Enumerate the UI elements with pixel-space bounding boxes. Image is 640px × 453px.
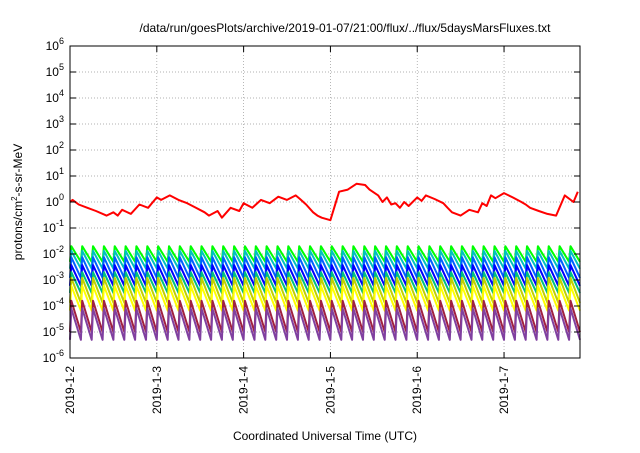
y-tick-label-exp: 1: [59, 166, 64, 176]
series-line-9: [69, 307, 581, 341]
x-tick-label: 2019-1-7: [497, 366, 511, 414]
x-tick-label: 2019-1-3: [150, 366, 164, 414]
y-tick-label-exp: 4: [59, 88, 64, 98]
y-tick-label-exp: -1: [56, 218, 64, 228]
y-tick-label-base: 10: [46, 91, 60, 105]
y-tick-label-base: 10: [46, 117, 60, 131]
y-tick-label-base: 10: [46, 169, 60, 183]
y-axis-label-sup: 2: [10, 196, 19, 201]
y-tick-label: 106: [46, 36, 64, 53]
grid-lines: [70, 46, 580, 358]
y-tick-label-exp: -2: [56, 244, 64, 254]
y-tick-label-exp: 0: [59, 192, 64, 202]
y-tick-label-exp: -6: [56, 348, 64, 358]
y-axis-label-base: protons/cm: [11, 201, 25, 260]
y-tick-label-base: 10: [43, 351, 57, 365]
series-line-0: [69, 182, 579, 222]
y-tick-label-base: 10: [46, 65, 60, 79]
y-tick-label: 10-2: [43, 244, 64, 261]
y-tick-label: 10-1: [43, 218, 64, 235]
y-axis-label: protons/cm2-s-sr-MeV: [10, 144, 25, 260]
y-tick-label: 104: [46, 88, 64, 105]
y-tick-label-exp: -4: [56, 296, 64, 306]
x-tick-label: 2019-1-6: [410, 366, 424, 414]
y-tick-label: 100: [46, 192, 64, 209]
y-tick-label-base: 10: [46, 39, 60, 53]
y-tick-label-base: 10: [43, 247, 57, 261]
chart-title: /data/run/goesPlots/archive/2019-01-07/2…: [140, 21, 552, 35]
x-tick-label: 2019-1-4: [237, 366, 251, 414]
y-tick-label-base: 10: [43, 221, 57, 235]
y-tick-label-exp: 6: [59, 36, 64, 46]
y-axis-ticks: 10-610-510-410-310-210-11001011021031041…: [43, 36, 580, 365]
y-tick-label-exp: -5: [56, 322, 64, 332]
y-tick-label-exp: -3: [56, 270, 64, 280]
y-tick-label-base: 10: [43, 325, 57, 339]
y-tick-label: 103: [46, 114, 64, 131]
y-tick-label-exp: 2: [59, 140, 64, 150]
y-tick-label: 10-3: [43, 270, 64, 287]
y-tick-label: 10-4: [43, 296, 64, 313]
y-tick-label: 105: [46, 62, 64, 79]
y-tick-label: 101: [46, 166, 64, 183]
y-tick-label-base: 10: [46, 195, 60, 209]
y-tick-label: 102: [46, 140, 64, 157]
y-tick-label-exp: 3: [59, 114, 64, 124]
y-axis-label-rest: -s-sr-MeV: [11, 144, 25, 197]
x-tick-label: 2019-1-2: [63, 366, 77, 414]
x-axis-ticks: 2019-1-2 2019-1-3 2019-1-4 2019-1-5 2019-1-6…: [63, 46, 511, 414]
y-tick-label: 10-6: [43, 348, 64, 365]
y-tick-label-base: 10: [43, 299, 57, 313]
y-tick-label-base: 10: [43, 273, 57, 287]
x-axis-label: Coordinated Universal Time (UTC): [233, 429, 417, 443]
series-lines: [69, 182, 581, 341]
y-tick-label-exp: 5: [59, 62, 64, 72]
y-tick-label-base: 10: [46, 143, 60, 157]
x-tick-label: 2019-1-5: [323, 366, 337, 414]
y-tick-label: 10-5: [43, 322, 64, 339]
